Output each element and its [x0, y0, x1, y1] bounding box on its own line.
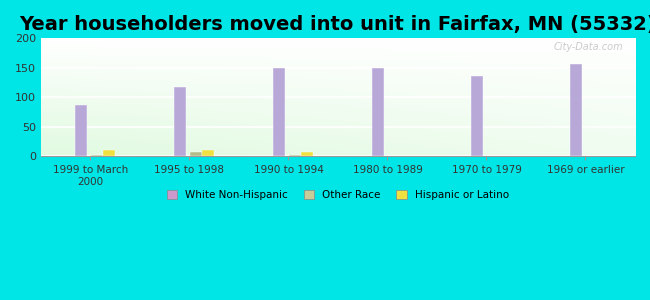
Bar — [302, 152, 313, 156]
Bar — [202, 150, 215, 156]
Title: Year householders moved into unit in Fairfax, MN (55332): Year householders moved into unit in Fai… — [20, 15, 650, 34]
Bar — [569, 64, 582, 156]
Legend: White Non-Hispanic, Other Race, Hispanic or Latino: White Non-Hispanic, Other Race, Hispanic… — [162, 186, 514, 204]
Bar — [289, 155, 302, 156]
Bar — [92, 155, 103, 156]
Bar — [174, 87, 185, 156]
Bar — [372, 68, 383, 156]
Bar — [103, 150, 115, 156]
Bar — [190, 152, 202, 156]
Text: City-Data.com: City-Data.com — [554, 42, 623, 52]
Bar — [272, 68, 285, 156]
Bar — [471, 76, 482, 156]
Bar — [75, 105, 86, 156]
